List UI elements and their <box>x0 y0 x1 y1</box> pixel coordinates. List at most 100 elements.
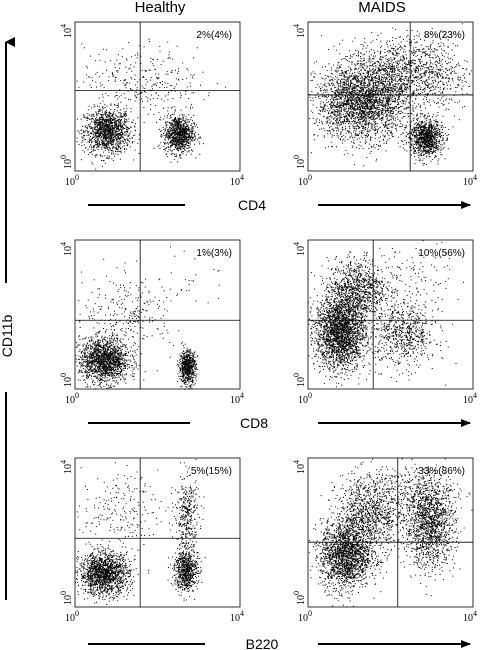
data-point <box>371 119 373 120</box>
data-point <box>163 132 165 134</box>
data-point <box>179 114 181 116</box>
data-point <box>101 155 103 157</box>
data-point <box>83 138 85 140</box>
data-point <box>364 78 365 80</box>
data-point <box>401 102 403 104</box>
data-point <box>374 123 376 125</box>
data-point <box>163 142 165 143</box>
data-point <box>371 115 373 117</box>
data-point <box>98 123 100 125</box>
data-point <box>333 97 335 99</box>
data-point <box>166 133 168 135</box>
data-point <box>118 151 120 152</box>
data-point <box>332 108 334 110</box>
data-point <box>317 135 319 137</box>
data-point <box>167 137 169 139</box>
data-point <box>350 79 352 81</box>
data-point <box>92 117 94 119</box>
data-point <box>333 105 335 107</box>
data-point <box>122 137 124 139</box>
data-point <box>370 139 372 141</box>
data-point <box>341 74 343 76</box>
data-point <box>170 153 172 155</box>
data-point <box>407 113 409 115</box>
data-point <box>335 120 337 121</box>
data-point <box>180 148 182 150</box>
data-point <box>81 141 83 143</box>
data-point <box>354 100 356 102</box>
data-point <box>87 141 89 143</box>
data-point <box>365 98 367 100</box>
data-point <box>333 64 334 66</box>
data-point <box>106 129 108 131</box>
data-point <box>315 119 317 121</box>
data-point <box>376 72 378 74</box>
data-point <box>126 71 128 73</box>
data-point <box>386 100 388 102</box>
data-point <box>105 136 106 138</box>
data-point <box>349 95 350 97</box>
data-point <box>335 90 337 92</box>
data-point <box>377 149 379 150</box>
data-point <box>104 111 106 113</box>
data-point <box>353 129 355 131</box>
data-point <box>378 111 380 113</box>
data-point <box>94 122 96 124</box>
data-point <box>389 113 391 115</box>
data-point <box>374 129 376 131</box>
data-point <box>165 121 167 123</box>
data-point <box>126 114 127 116</box>
data-point <box>185 130 187 132</box>
data-point <box>116 130 118 132</box>
data-point <box>345 115 347 117</box>
data-point <box>385 115 387 117</box>
data-points <box>76 38 226 170</box>
data-point <box>357 76 359 78</box>
data-point <box>130 99 131 101</box>
data-point <box>99 134 101 136</box>
data-point <box>383 125 385 127</box>
data-point <box>182 142 184 144</box>
data-point <box>178 68 180 69</box>
data-point <box>119 67 120 69</box>
data-point <box>134 84 136 86</box>
data-point <box>392 85 394 87</box>
data-point <box>323 135 325 137</box>
data-point <box>163 128 165 130</box>
data-point <box>105 122 107 124</box>
data-point <box>354 98 356 100</box>
data-point <box>180 95 182 96</box>
data-point <box>415 95 417 97</box>
data-point <box>120 127 122 128</box>
data-point <box>120 113 122 115</box>
data-point <box>377 95 379 97</box>
data-point <box>179 132 181 134</box>
data-point <box>346 120 348 122</box>
data-point <box>361 132 362 134</box>
data-point <box>108 80 110 82</box>
data-point <box>128 98 129 100</box>
data-point <box>338 102 340 104</box>
data-point <box>358 63 359 65</box>
data-point <box>370 113 372 114</box>
data-point <box>345 103 347 105</box>
data-point <box>376 106 378 108</box>
data-point <box>372 72 374 73</box>
data-point <box>367 105 368 107</box>
data-point <box>381 103 383 105</box>
data-point <box>107 157 109 159</box>
data-point <box>174 145 176 147</box>
data-point <box>106 109 107 111</box>
data-point <box>324 103 326 105</box>
data-point <box>353 77 355 79</box>
data-point <box>116 147 118 149</box>
data-point <box>354 85 356 87</box>
data-point <box>191 139 192 141</box>
data-point <box>351 135 353 137</box>
data-point <box>332 128 334 130</box>
data-point <box>86 127 88 129</box>
data-point <box>383 101 385 103</box>
data-point <box>90 121 92 123</box>
data-point <box>76 137 78 139</box>
data-point <box>403 90 405 92</box>
